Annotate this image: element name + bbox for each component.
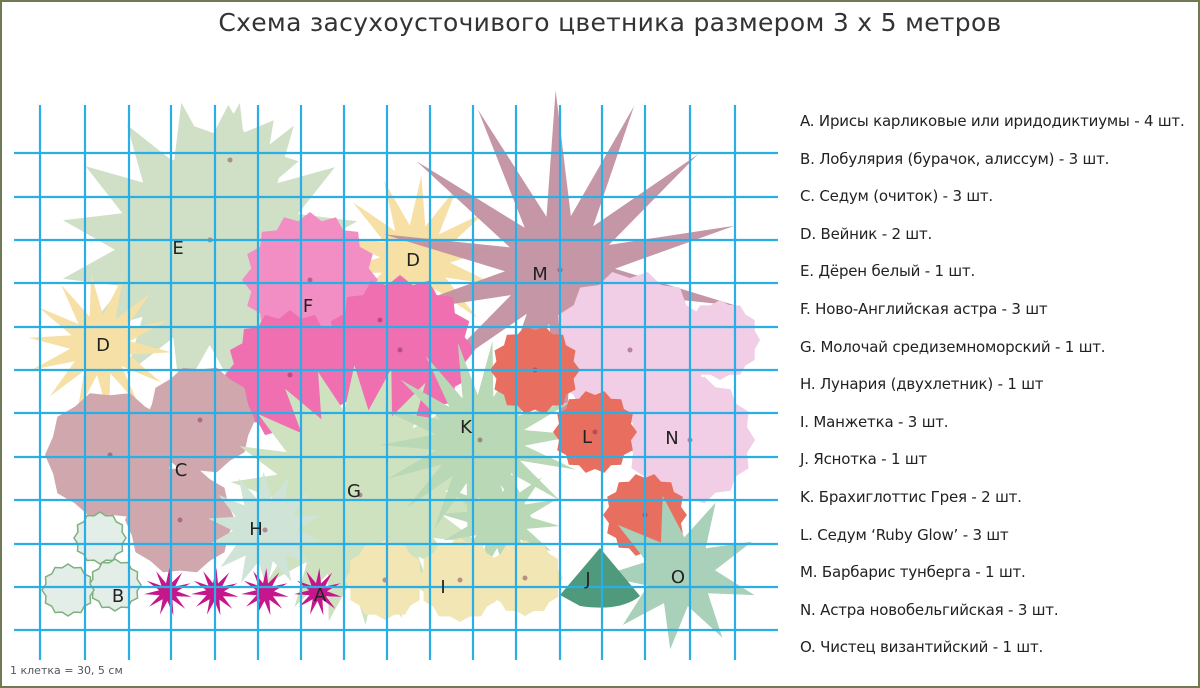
scale-note: 1 клетка = 30, 5 см (10, 664, 123, 677)
plant-g-euphorbia (230, 365, 490, 625)
plant-o-stachys (602, 495, 755, 650)
plant-label-e: E (172, 238, 183, 259)
plant-j-lamium (560, 548, 640, 608)
plant-c-sedum-3 (125, 467, 235, 573)
plant-label-n: N (665, 428, 678, 449)
plant-i-mantle-1 (345, 540, 425, 620)
plant-a-iris-3 (241, 568, 289, 616)
plant-center-dot-17 (262, 527, 268, 533)
plant-label-j: J (584, 569, 590, 590)
plant-center-dot-5 (397, 347, 403, 353)
plant-i-mantle-3 (487, 540, 563, 616)
plant-labels: A B C D D E F G H I J K L M N O (96, 238, 685, 607)
legend-item-d: D. Вейник - 2 шт. (800, 224, 933, 243)
plant-center-dot-13 (197, 417, 203, 423)
plant-n-aster-3 (680, 300, 760, 380)
legend-item-a: A. Ирисы карликовые или иридодиктиумы - … (800, 112, 1185, 130)
legend-item-n: N. Астра новобельгийская - 3 шт. (800, 600, 1059, 619)
plant-e-shrub-top (160, 105, 299, 242)
legend-item-i: I. Манжетка - 3 шт. (800, 412, 949, 431)
plant-e-shrub (62, 102, 358, 398)
plant-center-dot-4 (287, 372, 293, 378)
plant-a-iris-1 (144, 568, 192, 616)
plant-i-mantle-2 (418, 538, 502, 622)
plant-l-sedum-2 (553, 391, 637, 473)
plant-center-dot-14 (177, 517, 183, 523)
plant-b-alyssum-1 (73, 511, 127, 565)
plant-c-sedum-2 (145, 367, 255, 473)
plant-label-o: O (671, 567, 685, 588)
plant-b-alyssum-3 (41, 563, 95, 617)
plant-a-iris-4 (294, 568, 342, 616)
plant-legend: A. Ирисы карликовые или иридодиктиумы - … (800, 103, 1195, 667)
plant-center-dot-11 (627, 347, 633, 353)
legend-item-c: C. Седум (очиток) - 3 шт. (800, 187, 994, 206)
diagram-title: Схема засухоусточивого цветника размером… (218, 8, 1002, 37)
legend-item-e: E. Дёрен белый - 1 шт. (800, 262, 976, 281)
plant-label-d-3: D (96, 335, 110, 356)
plant-label-k: K (460, 417, 473, 438)
plant-label-h: H (249, 519, 263, 540)
legend-item-g: G. Молочай средиземноморский - 1 шт. (800, 337, 1106, 356)
legend-item-b: B. Лобулярия (бурачок, алиссум) - 3 шт. (800, 149, 1110, 168)
legend-item-h: H. Лунария (двухлетник) - 1 шт (800, 375, 1044, 394)
plant-label-m: M (532, 264, 548, 285)
legend-item-f: F. Ново-Английская астра - 3 шт (800, 299, 1048, 318)
plant-label-b: B (112, 586, 124, 607)
legend-item-j: J. Яснотка - 1 шт (800, 450, 927, 469)
plant-center-dot-3 (307, 277, 313, 283)
plant-label-i: I (440, 577, 445, 598)
plant-center-dot-6 (377, 317, 383, 323)
legend-item-k: K. Брахиглоттис Грея - 2 шт. (800, 487, 1022, 506)
legend-item-l: L. Седум ‘Ruby Glow’ - 3 шт (800, 525, 1009, 544)
plant-center-dot-9 (592, 429, 598, 435)
plant-f-aster-3 (325, 275, 475, 425)
plant-d-grass-left (28, 273, 172, 417)
plant-label-f: F (303, 296, 313, 317)
legend-item-m: M. Барбарис тунберга - 1 шт. (800, 563, 1026, 582)
plant-center-dot-20 (522, 575, 528, 581)
planting-grid (14, 105, 778, 660)
legend-item-o: O. Чистец византийский - 1 шт. (800, 638, 1044, 657)
plant-label-a: A (314, 585, 327, 606)
plant-label-d-4: D (406, 250, 420, 271)
plant-label-l: L (582, 427, 592, 448)
plant-center-dot-16 (477, 437, 483, 443)
plant-label-g: G (347, 481, 361, 502)
plant-center-dot-2 (227, 157, 233, 163)
flowerbed-plan: A B C D D E F G H I J K L M N O (14, 90, 778, 660)
plant-center-dot-15 (357, 492, 363, 498)
plant-center-dot-19 (457, 577, 463, 583)
plant-label-c: C (175, 460, 188, 481)
